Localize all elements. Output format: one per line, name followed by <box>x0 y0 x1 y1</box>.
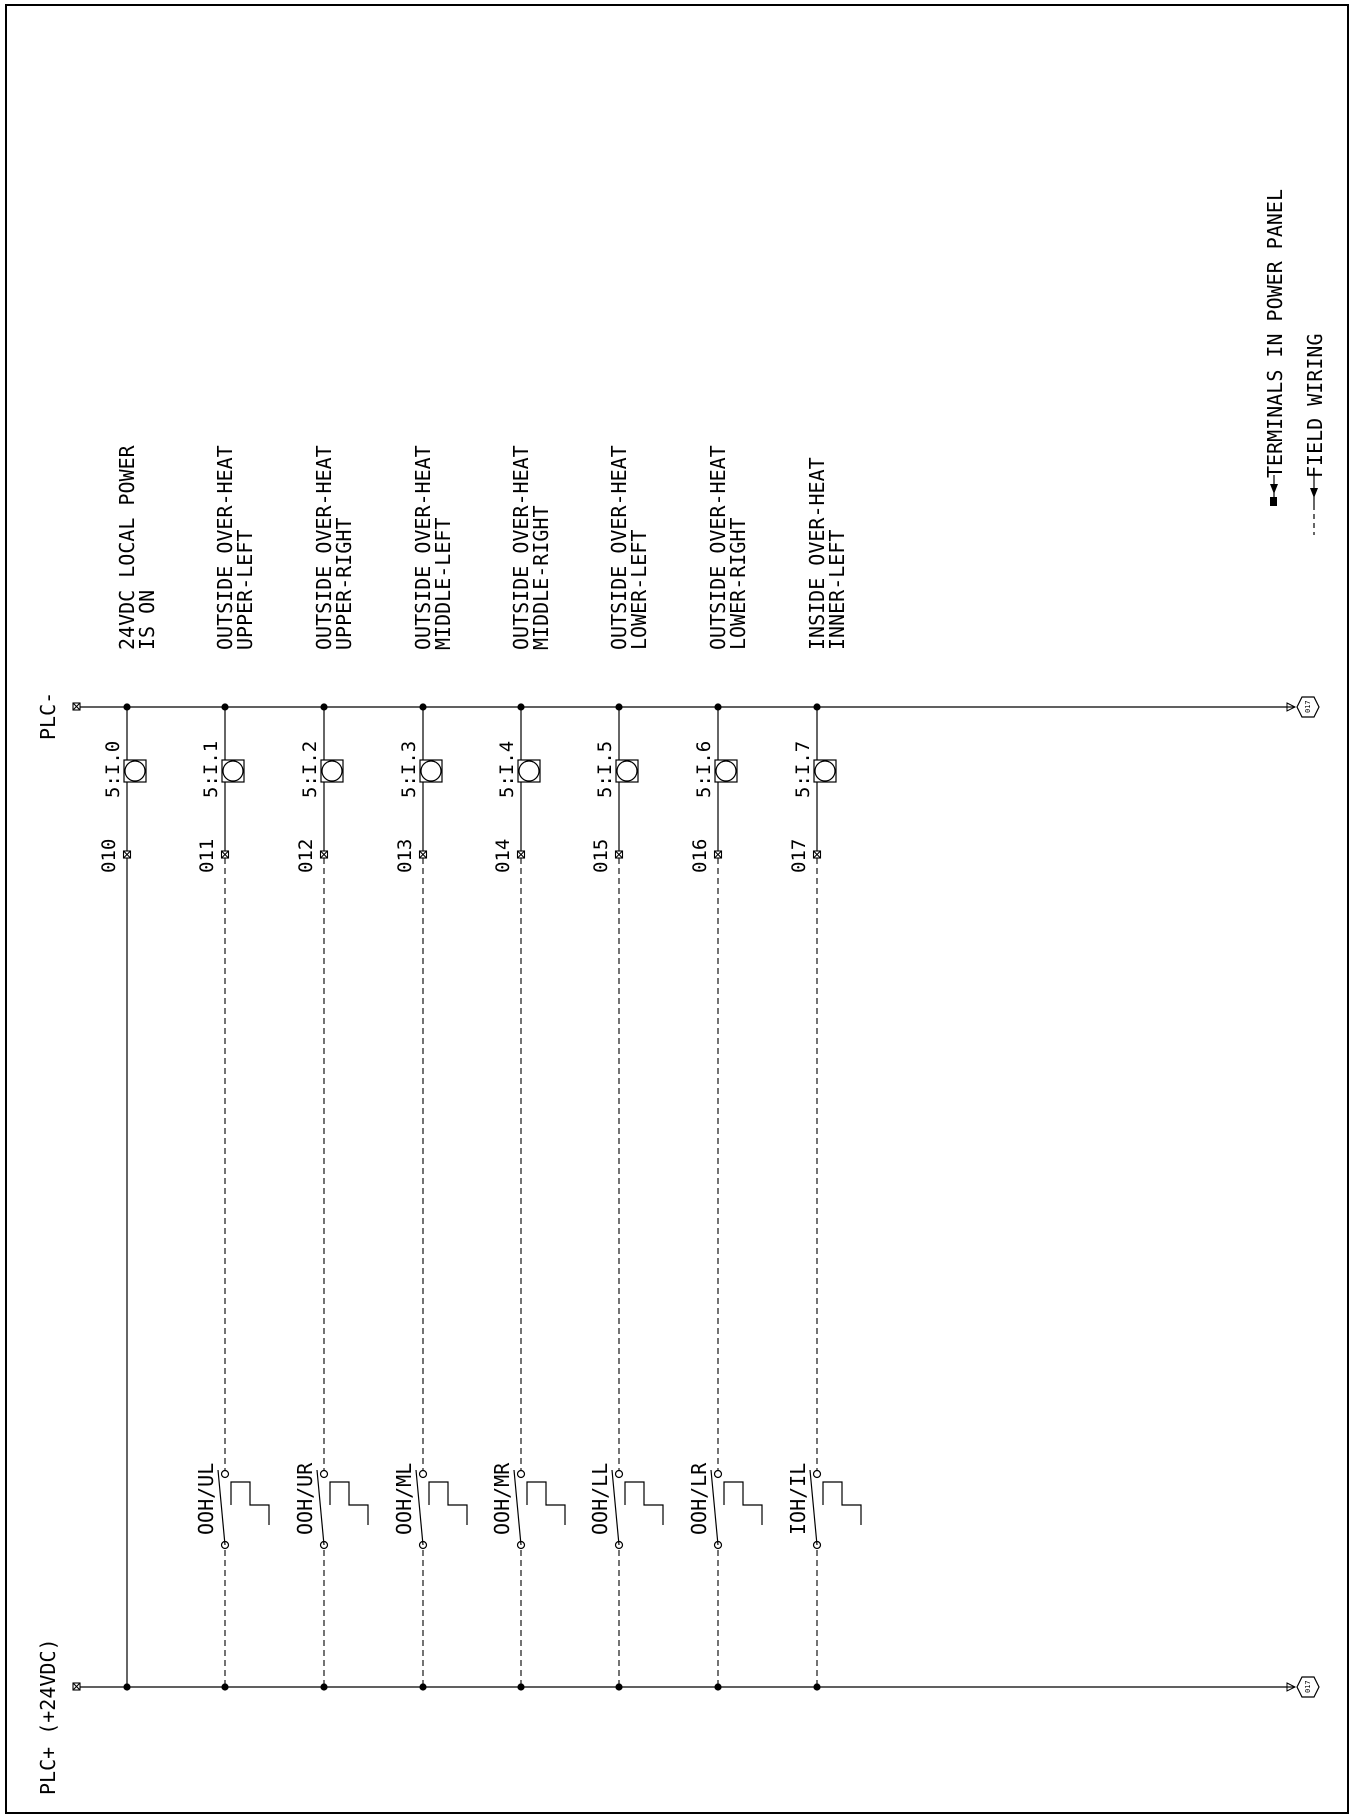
plc-input-icon <box>320 759 344 783</box>
offpage-ref-label: 017 <box>1304 1680 1312 1693</box>
plc-input-icon <box>221 759 245 783</box>
switch-tag-label: IOH/IL <box>786 1463 810 1535</box>
line-number-label: 015 <box>590 839 612 873</box>
rung-description-line2: UPPER-RIGHT <box>332 518 356 650</box>
line-number-label: 014 <box>492 839 514 873</box>
legend-field-wiring-text: FIELD WIRING <box>1303 334 1327 479</box>
temperature-switch-icon <box>611 1469 664 1550</box>
input-address-label: 5:I.6 <box>693 741 715 798</box>
terminal-icon <box>122 850 132 859</box>
plc-input-icon <box>123 759 147 783</box>
junction-dot <box>419 1683 427 1691</box>
terminal-icon <box>418 850 428 859</box>
terminal-icon <box>516 850 526 859</box>
rung-description-line2: IS ON <box>135 590 159 650</box>
input-address-label: 5:I.4 <box>496 741 518 798</box>
rung-description-line2: INNER-LEFT <box>825 530 849 650</box>
rung-description-line1: OUTSIDE OVER-HEAT <box>607 445 631 650</box>
temperature-switch-icon <box>316 1469 369 1550</box>
junction-dot <box>320 1683 328 1691</box>
rung-description-line1: OUTSIDE OVER-HEAT <box>509 445 533 650</box>
rung-description-line2: UPPER-LEFT <box>233 530 257 650</box>
input-address-label: 5:I.7 <box>792 741 814 798</box>
temperature-switch-icon <box>710 1469 763 1550</box>
junction-dot <box>615 1683 623 1691</box>
terminal-icon <box>220 850 230 859</box>
plc-input-icon <box>714 759 738 783</box>
line-number-label: 013 <box>394 839 416 873</box>
input-address-label: 5:I.2 <box>299 741 321 798</box>
positive-rail-label: PLC+ (+24VDC) <box>36 1638 60 1795</box>
temperature-switch-icon <box>415 1469 468 1550</box>
input-address-label: 5:I.3 <box>398 741 420 798</box>
offpage-connector-positive: 017 <box>1286 1676 1320 1698</box>
terminal-icon <box>713 850 723 859</box>
terminal-icon <box>812 850 822 859</box>
rung-description-line2: MIDDLE-LEFT <box>431 518 455 650</box>
line-number-label: 017 <box>788 839 810 873</box>
rung-description-line2: LOWER-LEFT <box>627 530 651 650</box>
rung-description-line1: OUTSIDE OVER-HEAT <box>312 445 336 650</box>
switch-tag-label: OOH/UR <box>293 1462 317 1535</box>
temperature-switch-icon <box>513 1469 566 1550</box>
line-number-label: 012 <box>295 839 317 873</box>
rung-description-line1: 24VDC LOCAL POWER <box>115 444 139 650</box>
legend-terminals-text: TERMINALS IN POWER PANEL <box>1263 189 1287 478</box>
switch-tag-label: OOH/LL <box>588 1463 612 1535</box>
positive-rail-start-terminal <box>72 1682 81 1691</box>
negative-rail-start-terminal <box>72 702 81 711</box>
terminal-icon <box>614 850 624 859</box>
plc-input-icon <box>615 759 639 783</box>
input-address-label: 5:I.0 <box>102 741 124 798</box>
offpage-ref-label: 017 <box>1304 700 1312 713</box>
plc-input-icon <box>813 759 837 783</box>
junction-dot <box>714 1683 722 1691</box>
terminal-legend-symbol <box>1270 497 1277 506</box>
junction-dot <box>813 1683 821 1691</box>
switch-tag-label: OOH/ML <box>392 1463 416 1535</box>
sheet-border <box>5 4 1349 1814</box>
negative-rail-label: PLC- <box>36 692 60 740</box>
input-address-label: 5:I.5 <box>594 741 616 798</box>
input-address-label: 5:I.1 <box>200 741 222 798</box>
junction-dot <box>221 1683 229 1691</box>
temperature-switch-icon <box>809 1469 862 1550</box>
power-rails <box>80 706 1287 1688</box>
junction-dot <box>517 1683 525 1691</box>
plc-input-icon <box>517 759 541 783</box>
temperature-switch-icon <box>217 1469 270 1550</box>
switch-tag-label: OOH/MR <box>490 1462 514 1535</box>
plc-input-icon <box>419 759 443 783</box>
rung-description-line1: OUTSIDE OVER-HEAT <box>411 445 435 650</box>
rung-description-line1: INSIDE OVER-HEAT <box>805 457 829 650</box>
line-number-label: 010 <box>98 839 120 873</box>
legend: TERMINALS IN POWER PANEL FIELD WIRING <box>1263 189 1327 535</box>
switch-tag-label: OOH/LR <box>687 1462 711 1535</box>
rung-description-line2: MIDDLE-RIGHT <box>529 506 553 651</box>
rung-description-line1: OUTSIDE OVER-HEAT <box>213 445 237 650</box>
offpage-connector-negative: 017 <box>1286 696 1320 718</box>
line-number-label: 016 <box>689 839 711 873</box>
terminal-icon <box>319 850 329 859</box>
switch-tag-label: OOH/UL <box>194 1463 218 1535</box>
rung-description-line1: OUTSIDE OVER-HEAT <box>706 445 730 650</box>
rung-description-line2: LOWER-RIGHT <box>726 518 750 650</box>
line-number-label: 011 <box>196 839 218 873</box>
